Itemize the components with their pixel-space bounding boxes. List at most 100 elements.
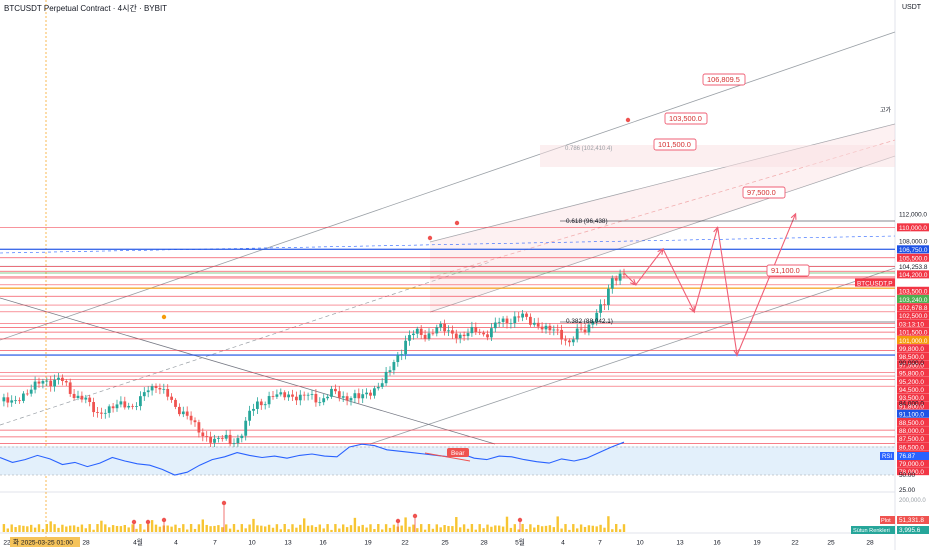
candle bbox=[536, 322, 540, 327]
volume-bar bbox=[30, 524, 33, 532]
candle bbox=[458, 334, 462, 339]
volume-bar bbox=[158, 526, 162, 532]
volume-bar bbox=[80, 524, 84, 532]
channel-fill bbox=[430, 124, 895, 312]
candle bbox=[470, 327, 474, 334]
volume-bar bbox=[388, 527, 392, 532]
volume-bar bbox=[264, 526, 267, 532]
candle bbox=[466, 333, 470, 337]
time-axis-tick: 10 bbox=[636, 540, 644, 547]
candle bbox=[302, 394, 306, 396]
candle bbox=[189, 415, 193, 421]
volume-bar bbox=[560, 528, 563, 532]
price-tag-bg bbox=[897, 426, 929, 435]
price-tag-bg bbox=[897, 245, 929, 254]
candle bbox=[84, 397, 88, 400]
volume-bar bbox=[96, 524, 99, 532]
time-axis-tick: 13 bbox=[284, 540, 292, 547]
sutun-value-bg bbox=[897, 526, 929, 534]
projection-arrowhead bbox=[790, 212, 797, 220]
target-label: 106,809.5 bbox=[707, 75, 740, 84]
volume-bar bbox=[2, 524, 6, 532]
volume-bar bbox=[14, 527, 17, 532]
volume-bar bbox=[217, 525, 220, 532]
candle bbox=[427, 333, 431, 339]
volume-bar bbox=[599, 524, 602, 532]
date-highlight bbox=[10, 537, 80, 547]
candle bbox=[205, 436, 209, 437]
projection-arrowhead bbox=[629, 278, 637, 286]
price-tag-label: 102,500.0 bbox=[899, 313, 928, 320]
volume-bar bbox=[345, 527, 349, 532]
time-axis-tick: 22 bbox=[3, 540, 11, 547]
rsi-value-bg bbox=[897, 452, 929, 460]
candle bbox=[497, 321, 501, 323]
candle bbox=[232, 443, 236, 445]
candle bbox=[334, 388, 337, 392]
price-tag-label: 99,800.0 bbox=[899, 346, 924, 353]
price-tag-label: 104,200.0 bbox=[899, 272, 928, 279]
price-tag-bg bbox=[897, 368, 929, 377]
candle bbox=[622, 273, 626, 275]
volume-bar bbox=[314, 526, 318, 532]
candle bbox=[217, 438, 220, 439]
price-tag-bg bbox=[897, 294, 929, 303]
price-tag-label: 91,100.0 bbox=[899, 412, 924, 419]
candle bbox=[614, 278, 618, 281]
volume-bar bbox=[365, 527, 368, 532]
volume-bar bbox=[221, 527, 224, 532]
volume-bar bbox=[544, 525, 548, 532]
price-tag-label: 95,200.0 bbox=[899, 379, 924, 386]
candle bbox=[22, 393, 25, 401]
volume-bar bbox=[143, 529, 146, 532]
volume-spike-dot bbox=[221, 500, 227, 506]
candle bbox=[349, 398, 353, 401]
price-tag-bg bbox=[897, 335, 929, 344]
candle bbox=[158, 387, 162, 390]
candle bbox=[127, 405, 131, 408]
candle bbox=[341, 396, 345, 398]
candle bbox=[583, 329, 587, 333]
volume-bar bbox=[564, 524, 567, 532]
candle bbox=[388, 370, 392, 372]
volume-bar bbox=[10, 524, 13, 532]
candle bbox=[287, 394, 290, 398]
volume-bar bbox=[154, 524, 158, 532]
candle bbox=[228, 434, 232, 445]
candle bbox=[57, 377, 60, 380]
candle bbox=[408, 335, 411, 341]
price-tag-bg bbox=[897, 458, 929, 467]
plot-name-bg bbox=[880, 516, 895, 524]
volume-bar bbox=[381, 529, 384, 532]
candle bbox=[384, 371, 388, 384]
fib-label: 0.618 (96,438) bbox=[566, 218, 608, 225]
candle bbox=[556, 329, 560, 331]
signal-dot bbox=[625, 117, 631, 123]
volume-bar bbox=[76, 526, 80, 532]
volume-bar bbox=[310, 525, 314, 532]
candle bbox=[505, 318, 509, 324]
volume-bar bbox=[115, 525, 119, 532]
volume-bar bbox=[57, 527, 60, 532]
candle bbox=[610, 278, 614, 289]
volume-bar bbox=[322, 528, 325, 532]
volume-bar bbox=[283, 524, 286, 532]
volume-bar bbox=[170, 526, 173, 532]
candle bbox=[568, 340, 571, 343]
volume-bar bbox=[108, 527, 111, 532]
target-box bbox=[742, 186, 786, 199]
volume-bar bbox=[494, 525, 497, 532]
candle bbox=[64, 381, 68, 383]
chart-title: BTCUSDT Perpetual Contract · 4시간 · BYBIT bbox=[4, 4, 168, 13]
candle bbox=[618, 273, 622, 281]
time-axis-tick: 22 bbox=[401, 540, 409, 547]
volume-bar bbox=[591, 525, 594, 532]
volume-bar bbox=[186, 529, 189, 532]
volume-bar bbox=[291, 524, 294, 532]
volume-bar bbox=[279, 529, 282, 532]
candle bbox=[209, 436, 212, 443]
price-tag-label: 106,750.0 bbox=[899, 247, 928, 254]
volume-bars bbox=[2, 516, 626, 532]
candle bbox=[540, 326, 544, 330]
